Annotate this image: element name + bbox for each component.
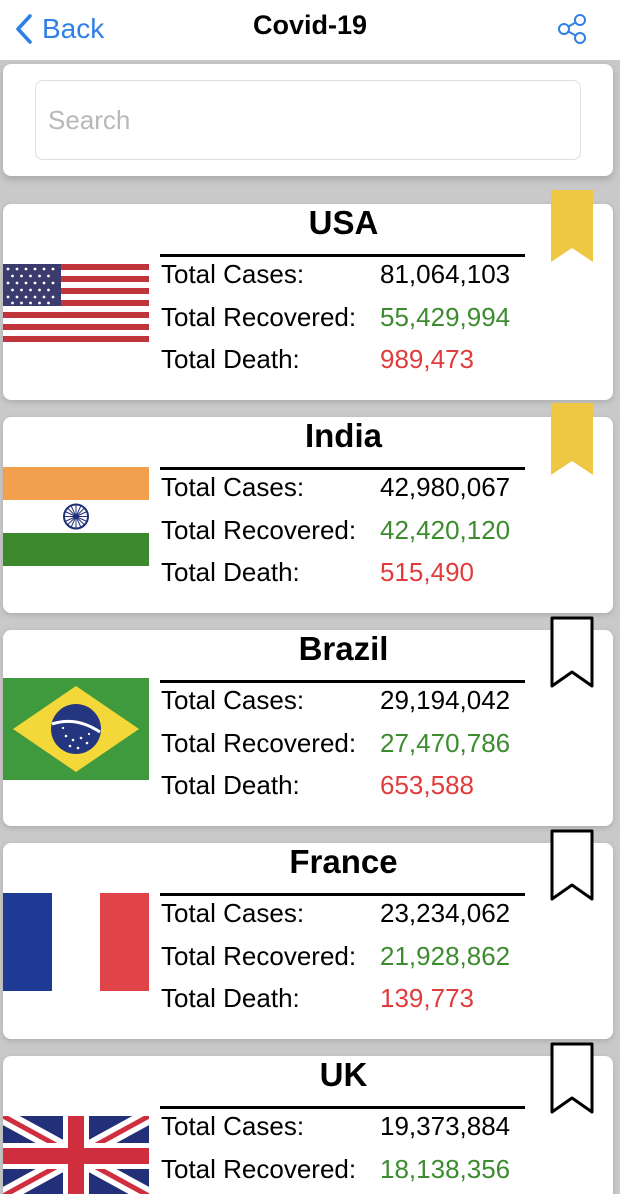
stat-value: 23,234,062	[380, 898, 511, 928]
uk-flag-icon	[3, 1116, 149, 1194]
country-card-brazil[interactable]: Brazil Total Cases: 29,194,042 Total Rec…	[3, 616, 613, 826]
india-flag-icon	[3, 467, 149, 566]
stat-value: 515,490	[380, 557, 474, 587]
back-button-label: Back	[42, 13, 105, 44]
stat-value: 29,194,042	[380, 685, 511, 715]
stat-label: Total Death:	[161, 983, 300, 1013]
stat-value: 55,429,994	[380, 302, 511, 332]
page-title: Covid-19	[252, 10, 368, 40]
stat-label: Total Death:	[161, 557, 300, 587]
france-flag-icon	[3, 893, 149, 991]
stat-value: 18,138,356	[380, 1154, 511, 1184]
share-icon	[558, 14, 586, 44]
bookmark-outline-icon[interactable]	[549, 616, 595, 692]
bookmark-filled-icon[interactable]	[549, 403, 595, 479]
stat-label: Total Cases:	[161, 472, 305, 502]
stat-total-cases: Total Cases: 23,234,062	[161, 898, 541, 938]
stat-label: Total Recovered:	[161, 515, 357, 545]
stat-total-death: Total Death: 989,473	[161, 344, 541, 384]
usa-flag-icon	[3, 264, 149, 342]
search-input[interactable]	[35, 80, 581, 160]
country-card-india[interactable]: India Tot	[3, 403, 613, 613]
bookmark-filled-icon[interactable]	[549, 190, 595, 266]
country-card-france[interactable]: France Total Cases: 23,234,062 Total Rec…	[3, 829, 613, 1039]
stat-label: Total Cases:	[161, 1111, 305, 1141]
divider	[160, 893, 525, 896]
stat-total-death: Total Death: 515,490	[161, 557, 541, 597]
stat-total-cases: Total Cases: 42,980,067	[161, 472, 541, 512]
search-bar	[3, 64, 613, 176]
country-list[interactable]: USA	[0, 60, 620, 1194]
stat-label: Total Recovered:	[161, 941, 357, 971]
stat-value: 42,980,067	[380, 472, 511, 502]
stat-value: 21,928,862	[380, 941, 511, 971]
brazil-flag-icon	[3, 678, 149, 780]
stat-value: 19,373,884	[380, 1111, 511, 1141]
stat-label: Total Recovered:	[161, 1154, 357, 1184]
stat-value: 42,420,120	[380, 515, 511, 545]
stat-total-recovered: Total Recovered: 27,470,786	[161, 728, 541, 768]
share-button[interactable]	[556, 12, 590, 46]
stat-label: Total Cases:	[161, 259, 305, 289]
stat-label: Total Death:	[161, 770, 300, 800]
divider	[160, 254, 525, 257]
stat-value: 27,470,786	[380, 728, 511, 758]
country-name: Brazil	[298, 630, 389, 667]
stat-total-recovered: Total Recovered: 18,138,356	[161, 1154, 541, 1194]
stat-label: Total Cases:	[161, 898, 305, 928]
stat-label: Total Recovered:	[161, 302, 357, 332]
divider	[160, 680, 525, 683]
country-name: India	[304, 417, 382, 454]
stat-value: 139,773	[380, 983, 474, 1013]
stat-total-death: Total Death: 653,588	[161, 770, 541, 810]
navigation-bar: Back Covid-19	[0, 0, 620, 60]
chevron-left-icon	[16, 14, 32, 44]
country-card-uk[interactable]: UK Total Cases: 19,373,884 Total Recover…	[3, 1042, 613, 1194]
stat-total-cases: Total Cases: 19,373,884	[161, 1111, 541, 1151]
stat-value: 81,064,103	[380, 259, 511, 289]
country-card-usa[interactable]: USA	[3, 190, 613, 400]
stat-label: Total Recovered:	[161, 728, 357, 758]
stat-total-cases: Total Cases: 29,194,042	[161, 685, 541, 725]
stat-value: 653,588	[380, 770, 474, 800]
divider	[160, 467, 525, 470]
back-button[interactable]: Back	[14, 8, 104, 50]
country-name: UK	[319, 1056, 368, 1093]
bookmark-outline-icon[interactable]	[549, 829, 595, 905]
stat-value: 989,473	[380, 344, 474, 374]
country-name: France	[289, 843, 398, 880]
bookmark-outline-icon[interactable]	[549, 1042, 595, 1118]
stat-total-death: Total Death: 139,773	[161, 983, 541, 1023]
stat-label: Total Cases:	[161, 685, 305, 715]
divider	[160, 1106, 525, 1109]
stat-total-cases: Total Cases: 81,064,103	[161, 259, 541, 299]
country-name: USA	[308, 204, 379, 241]
stat-total-recovered: Total Recovered: 21,928,862	[161, 941, 541, 981]
stat-label: Total Death:	[161, 344, 300, 374]
stat-total-recovered: Total Recovered: 42,420,120	[161, 515, 541, 555]
stat-total-recovered: Total Recovered: 55,429,994	[161, 302, 541, 342]
